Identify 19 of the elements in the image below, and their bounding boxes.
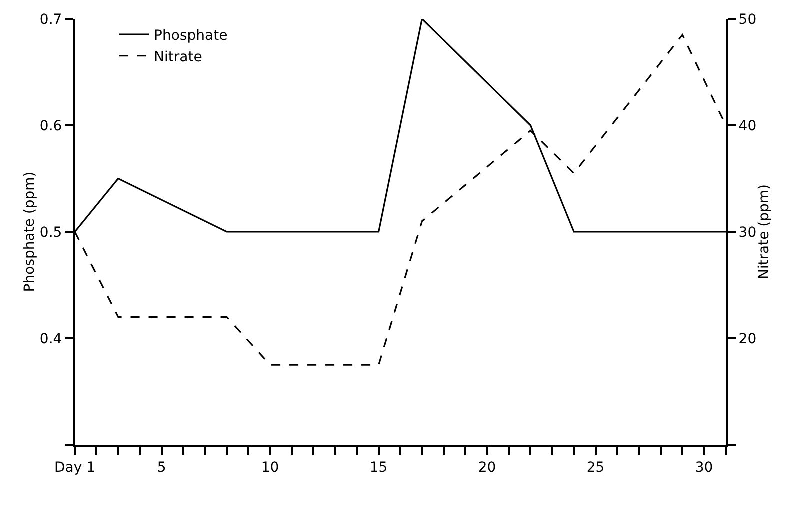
y-tick-label: 0.4 (40, 331, 62, 348)
y2-tick-label: 30 (738, 224, 757, 241)
y-axis-title: Phosphate (ppm) (22, 172, 38, 292)
y-tick-label: 0.6 (40, 118, 62, 134)
y-tick-label: 0.7 (40, 12, 62, 28)
x-tick-label: 5 (157, 460, 166, 476)
y-tick-label: 0.5 (40, 224, 62, 241)
y2-tick-label: 40 (738, 118, 757, 134)
y2-axis-title: Nitrate (ppm) (756, 184, 773, 280)
y2-tick-label: 20 (738, 331, 757, 348)
x-tick-label: 15 (370, 460, 388, 476)
y2-tick-label: 50 (738, 12, 757, 28)
x-tick-label: 30 (695, 460, 714, 476)
x-tick-label: Day 1 (54, 460, 96, 476)
legend-label: Phosphate (154, 28, 228, 44)
x-tick-label: 20 (478, 460, 496, 476)
legend-label: Nitrate (154, 49, 202, 66)
x-tick-label: 10 (261, 460, 280, 476)
x-tick-label: 25 (586, 460, 605, 476)
